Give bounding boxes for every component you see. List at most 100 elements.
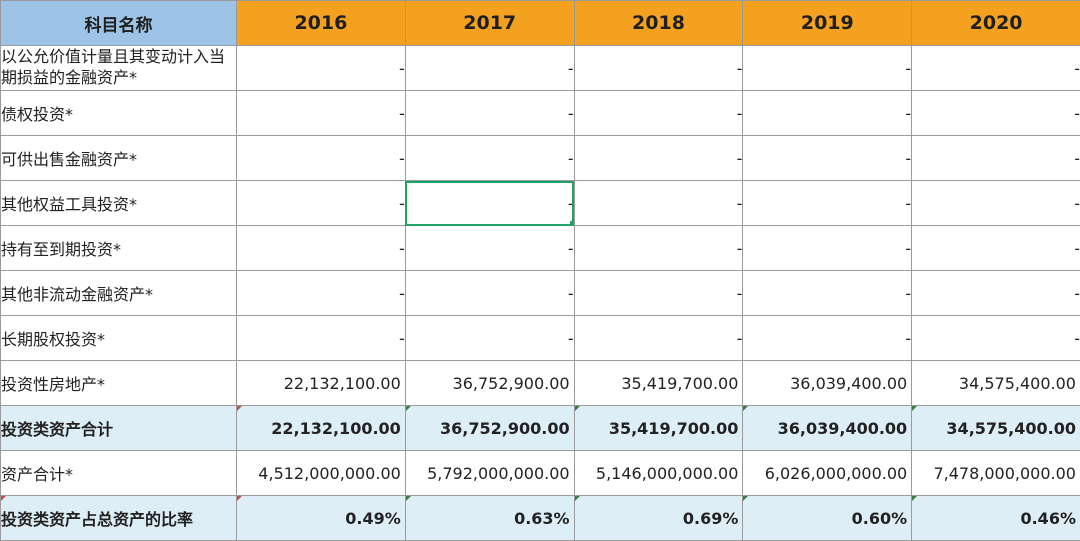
formula-indicator-icon: [743, 496, 748, 501]
value-cell[interactable]: 22,132,100.00: [237, 406, 406, 451]
header-cell-2019[interactable]: 2019: [743, 1, 912, 46]
cell-value: 36,039,400.00: [778, 419, 908, 438]
cell-value: 36,752,900.00: [440, 419, 570, 438]
cell-value: 34,575,400.00: [946, 419, 1076, 438]
value-cell[interactable]: 22,132,100.00: [237, 361, 406, 406]
row-label-cell[interactable]: 资产合计*: [1, 451, 237, 496]
cell-value: 22,132,100.00: [271, 419, 401, 438]
value-cell[interactable]: 36,752,900.00: [405, 406, 574, 451]
table-row: 债权投资* - - - - -: [1, 91, 1080, 136]
value-cell[interactable]: -: [743, 316, 912, 361]
fill-handle[interactable]: [570, 221, 575, 226]
row-label-cell[interactable]: 以公允价值计量且其变动计入当期损益的金融资产*: [1, 46, 237, 91]
value-cell[interactable]: -: [912, 91, 1080, 136]
row-label-cell[interactable]: 其他权益工具投资*: [1, 181, 237, 226]
value-cell[interactable]: -: [574, 181, 743, 226]
value-cell[interactable]: 0.63%: [405, 496, 574, 541]
value-cell[interactable]: -: [574, 91, 743, 136]
error-indicator-icon: [1, 496, 6, 501]
row-label-cell[interactable]: 投资性房地产*: [1, 361, 237, 406]
value-cell[interactable]: 7,478,000,000.00: [912, 451, 1080, 496]
value-cell[interactable]: -: [912, 181, 1080, 226]
value-cell[interactable]: 5,146,000,000.00: [574, 451, 743, 496]
row-label-cell[interactable]: 投资类资产占总资产的比率: [1, 496, 237, 541]
value-cell[interactable]: -: [237, 181, 406, 226]
value-cell[interactable]: 34,575,400.00: [912, 361, 1080, 406]
header-cell-2017[interactable]: 2017: [405, 1, 574, 46]
value-cell[interactable]: 5,792,000,000.00: [405, 451, 574, 496]
table-row: 投资性房地产* 22,132,100.00 36,752,900.00 35,4…: [1, 361, 1080, 406]
value-cell[interactable]: -: [912, 316, 1080, 361]
selected-cell-value: -: [568, 194, 574, 213]
value-cell[interactable]: 0.60%: [743, 496, 912, 541]
value-cell[interactable]: -: [405, 91, 574, 136]
value-cell[interactable]: 35,419,700.00: [574, 406, 743, 451]
table-row: 长期股权投资* - - - - -: [1, 316, 1080, 361]
value-cell[interactable]: -: [405, 316, 574, 361]
selected-cell[interactable]: -: [405, 181, 574, 226]
value-cell[interactable]: 35,419,700.00: [574, 361, 743, 406]
row-label-cell[interactable]: 可供出售金融资产*: [1, 136, 237, 181]
value-cell[interactable]: -: [912, 136, 1080, 181]
table-row: 资产合计* 4,512,000,000.00 5,792,000,000.00 …: [1, 451, 1080, 496]
value-cell[interactable]: 36,039,400.00: [743, 361, 912, 406]
value-cell[interactable]: -: [574, 226, 743, 271]
cell-value: 0.60%: [852, 509, 908, 528]
value-cell[interactable]: -: [237, 316, 406, 361]
value-cell[interactable]: -: [574, 316, 743, 361]
error-indicator-icon: [237, 406, 242, 411]
row-label-cell[interactable]: 投资类资产合计: [1, 406, 237, 451]
value-cell[interactable]: -: [912, 46, 1080, 91]
value-cell[interactable]: 0.46%: [912, 496, 1080, 541]
error-indicator-icon: [237, 496, 242, 501]
value-cell[interactable]: 6,026,000,000.00: [743, 451, 912, 496]
value-cell[interactable]: -: [574, 271, 743, 316]
value-cell[interactable]: 4,512,000,000.00: [237, 451, 406, 496]
header-cell-2020[interactable]: 2020: [912, 1, 1080, 46]
value-cell[interactable]: -: [237, 271, 406, 316]
table-row-investment-total: 投资类资产合计 22,132,100.00 36,752,900.00 35,4…: [1, 406, 1080, 451]
value-cell[interactable]: -: [743, 181, 912, 226]
value-cell[interactable]: -: [743, 46, 912, 91]
value-cell[interactable]: 36,752,900.00: [405, 361, 574, 406]
value-cell[interactable]: -: [574, 46, 743, 91]
table-row: 可供出售金融资产* - - - - -: [1, 136, 1080, 181]
row-label-text: 投资类资产占总资产的比率: [1, 510, 193, 529]
value-cell[interactable]: -: [405, 136, 574, 181]
value-cell[interactable]: 0.69%: [574, 496, 743, 541]
table-row: 其他权益工具投资* - - - - -: [1, 181, 1080, 226]
value-cell[interactable]: -: [574, 136, 743, 181]
row-label-cell[interactable]: 持有至到期投资*: [1, 226, 237, 271]
formula-indicator-icon: [406, 496, 411, 501]
row-label-cell[interactable]: 债权投资*: [1, 91, 237, 136]
value-cell[interactable]: -: [743, 271, 912, 316]
value-cell[interactable]: -: [405, 226, 574, 271]
row-label-cell[interactable]: 其他非流动金融资产*: [1, 271, 237, 316]
header-cell-2018[interactable]: 2018: [574, 1, 743, 46]
formula-indicator-icon: [912, 496, 917, 501]
value-cell[interactable]: -: [237, 136, 406, 181]
value-cell[interactable]: -: [405, 46, 574, 91]
row-label-cell[interactable]: 长期股权投资*: [1, 316, 237, 361]
value-cell[interactable]: -: [743, 226, 912, 271]
formula-indicator-icon: [575, 496, 580, 501]
value-cell[interactable]: -: [237, 91, 406, 136]
table-row: 以公允价值计量且其变动计入当期损益的金融资产* - - - - -: [1, 46, 1080, 91]
value-cell[interactable]: -: [237, 46, 406, 91]
formula-indicator-icon: [406, 406, 411, 411]
header-cell-name[interactable]: 科目名称: [1, 1, 237, 46]
value-cell[interactable]: 34,575,400.00: [912, 406, 1080, 451]
value-cell[interactable]: 0.49%: [237, 496, 406, 541]
cell-value: 35,419,700.00: [609, 419, 739, 438]
table-row: 其他非流动金融资产* - - - - -: [1, 271, 1080, 316]
header-cell-2016[interactable]: 2016: [237, 1, 406, 46]
cell-value: 0.49%: [345, 509, 401, 528]
value-cell[interactable]: 36,039,400.00: [743, 406, 912, 451]
value-cell[interactable]: -: [405, 271, 574, 316]
value-cell[interactable]: -: [743, 136, 912, 181]
formula-indicator-icon: [912, 406, 917, 411]
value-cell[interactable]: -: [912, 271, 1080, 316]
value-cell[interactable]: -: [912, 226, 1080, 271]
value-cell[interactable]: -: [743, 91, 912, 136]
value-cell[interactable]: -: [237, 226, 406, 271]
